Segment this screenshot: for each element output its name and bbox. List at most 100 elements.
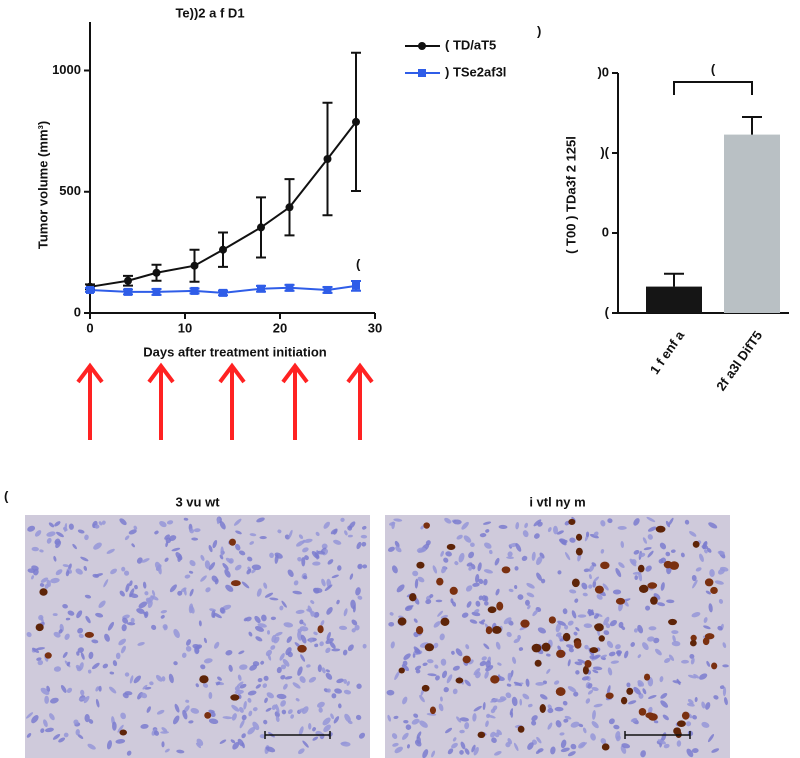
nucleus	[403, 719, 409, 724]
nucleus	[431, 750, 436, 758]
nucleus	[527, 742, 534, 750]
nucleus	[122, 617, 129, 624]
nucleus	[490, 698, 499, 703]
nucleus	[660, 557, 667, 564]
nucleus	[362, 564, 368, 569]
nucleus	[388, 546, 395, 552]
nucleus	[338, 625, 348, 630]
nucleus	[110, 568, 118, 575]
nucleus	[591, 721, 599, 729]
nucleus	[642, 537, 647, 544]
nucleus	[452, 688, 458, 695]
nucleus	[213, 641, 220, 649]
nucleus	[662, 714, 669, 721]
nucleus	[705, 702, 711, 710]
nucleus	[256, 588, 262, 597]
nucleus	[200, 575, 207, 582]
nucleus	[239, 706, 244, 713]
nucleus	[395, 546, 402, 553]
nucleus	[238, 550, 246, 556]
nucleus	[515, 522, 520, 530]
stained-nucleus	[531, 643, 542, 653]
stained-nucleus	[541, 642, 551, 652]
nucleus	[506, 556, 514, 560]
stained-nucleus	[681, 711, 690, 720]
nucleus	[298, 726, 304, 736]
nucleus	[245, 616, 252, 622]
nucleus	[518, 647, 524, 651]
nucleus	[37, 660, 44, 666]
nucleus	[485, 720, 489, 728]
nucleus	[121, 566, 126, 572]
nucleus	[555, 632, 562, 637]
nucleus	[521, 555, 528, 562]
nucleus	[659, 676, 664, 683]
nucleus	[637, 682, 643, 687]
nucleus	[319, 641, 324, 647]
micrograph	[385, 515, 730, 758]
nucleus	[412, 653, 416, 658]
nucleus	[46, 531, 56, 537]
nucleus	[310, 600, 315, 605]
nucleus	[392, 742, 399, 747]
nucleus	[340, 741, 348, 745]
nucleus	[72, 543, 77, 550]
arrow	[76, 362, 104, 440]
nucleus	[506, 631, 512, 638]
nucleus	[547, 707, 554, 714]
nucleus	[330, 528, 338, 535]
nucleus	[248, 631, 253, 637]
nucleus	[108, 686, 117, 694]
nucleus	[302, 575, 308, 580]
nucleus	[200, 554, 205, 561]
stained-nucleus	[204, 712, 212, 719]
nucleus	[642, 642, 649, 651]
nucleus	[301, 557, 306, 567]
nucleus	[606, 640, 614, 649]
nucleus	[234, 685, 240, 692]
nucleus	[205, 587, 211, 593]
nucleus	[236, 681, 244, 687]
stained-nucleus	[534, 659, 542, 667]
nucleus	[270, 616, 276, 621]
nucleus	[217, 676, 222, 681]
x-tick-label: 0	[86, 320, 93, 335]
nucleus	[508, 673, 512, 682]
nucleus	[73, 719, 79, 725]
nucleus	[489, 549, 493, 555]
nucleus	[324, 584, 333, 592]
nucleus	[98, 685, 102, 692]
nucleus	[169, 584, 177, 593]
nucleus	[588, 609, 594, 617]
nucleus	[62, 564, 70, 568]
nucleus	[414, 665, 422, 671]
stained-nucleus	[638, 708, 647, 716]
nucleus	[357, 595, 363, 600]
nucleus	[306, 664, 311, 668]
nucleus	[496, 698, 506, 703]
nucleus	[708, 522, 718, 529]
panel-label: )	[537, 23, 541, 38]
nucleus	[525, 599, 530, 606]
nucleus	[280, 664, 287, 670]
nucleus	[142, 581, 147, 589]
nucleus	[182, 709, 188, 720]
nucleus	[347, 644, 354, 652]
nucleus	[495, 641, 501, 650]
nucleus	[681, 659, 690, 664]
nucleus	[588, 584, 593, 589]
nucleus	[68, 523, 74, 530]
nucleus	[241, 733, 246, 739]
nucleus	[513, 638, 521, 644]
nucleus	[355, 714, 362, 721]
nucleus	[425, 599, 432, 605]
nucleus	[513, 681, 523, 687]
nucleus	[318, 707, 323, 713]
nucleus	[121, 624, 127, 632]
nucleus	[465, 585, 473, 592]
nucleus	[302, 547, 309, 553]
nucleus	[491, 737, 497, 744]
nucleus	[309, 637, 313, 643]
nucleus	[299, 619, 304, 625]
nucleus	[308, 723, 312, 730]
